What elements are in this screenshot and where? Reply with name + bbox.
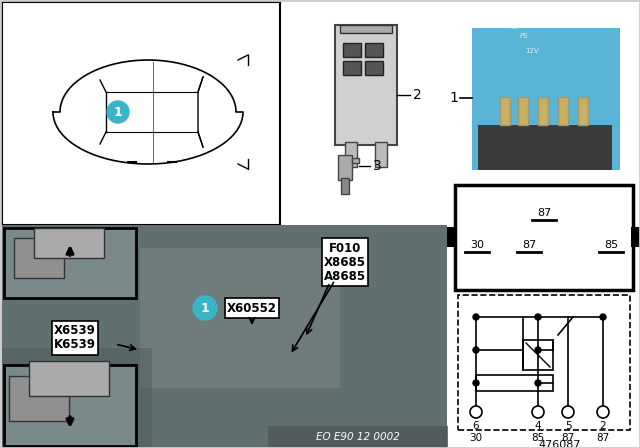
Bar: [2, 2, 280, 225]
Circle shape: [532, 406, 544, 418]
Circle shape: [535, 314, 541, 320]
Circle shape: [535, 347, 541, 353]
Text: EO E90 12 0002: EO E90 12 0002: [316, 432, 400, 442]
Bar: [631, 227, 640, 247]
Bar: [338, 155, 352, 180]
Bar: [2, 225, 447, 448]
Bar: [447, 227, 457, 247]
Text: A8685: A8685: [324, 270, 366, 283]
Circle shape: [562, 406, 574, 418]
Bar: [578, 97, 588, 125]
Bar: [29, 361, 109, 396]
Circle shape: [107, 101, 129, 123]
Bar: [558, 97, 568, 125]
Text: 4: 4: [534, 421, 541, 431]
Text: 87: 87: [561, 433, 575, 443]
Bar: [476, 375, 553, 391]
Bar: [340, 25, 392, 33]
Bar: [472, 28, 620, 170]
Text: 87: 87: [537, 208, 551, 218]
Bar: [478, 125, 612, 170]
Text: 12V: 12V: [525, 48, 539, 54]
Bar: [341, 178, 349, 194]
Text: 2: 2: [413, 88, 422, 102]
Text: 6: 6: [473, 421, 479, 431]
Circle shape: [193, 296, 217, 320]
Text: 85: 85: [604, 240, 618, 250]
Circle shape: [600, 314, 606, 320]
Bar: [335, 25, 397, 145]
Text: X6539: X6539: [54, 324, 96, 337]
Bar: [455, 185, 633, 290]
Circle shape: [473, 347, 479, 353]
Text: PS: PS: [520, 33, 529, 39]
Bar: [140, 248, 340, 388]
Text: F010: F010: [329, 241, 361, 254]
Bar: [352, 158, 359, 163]
Bar: [4, 228, 136, 298]
Text: 1: 1: [114, 105, 122, 119]
Bar: [14, 238, 64, 278]
Bar: [538, 97, 548, 125]
Bar: [4, 365, 136, 446]
Bar: [365, 43, 383, 57]
Bar: [343, 61, 361, 75]
Text: 1: 1: [449, 91, 458, 105]
Bar: [345, 142, 357, 167]
Bar: [375, 142, 387, 167]
Bar: [34, 228, 104, 258]
Bar: [458, 295, 630, 430]
Bar: [523, 340, 553, 370]
Bar: [268, 426, 448, 448]
Circle shape: [597, 406, 609, 418]
Text: ~□~: ~□~: [505, 23, 524, 29]
Circle shape: [473, 380, 479, 386]
Text: 87: 87: [522, 240, 536, 250]
Bar: [365, 61, 383, 75]
Text: X8685: X8685: [324, 255, 366, 268]
Text: K6539: K6539: [54, 339, 96, 352]
Text: 3: 3: [373, 159, 381, 173]
Text: 1: 1: [200, 302, 209, 314]
Bar: [225, 298, 278, 318]
Text: 85: 85: [531, 433, 545, 443]
Circle shape: [473, 314, 479, 320]
Bar: [518, 97, 528, 125]
Bar: [343, 43, 361, 57]
Text: X60552: X60552: [227, 302, 277, 314]
Text: 30: 30: [470, 240, 484, 250]
Bar: [2, 348, 152, 448]
Bar: [500, 97, 510, 125]
Bar: [322, 238, 368, 286]
Text: 87: 87: [596, 433, 610, 443]
Circle shape: [535, 380, 541, 386]
Text: 5: 5: [564, 421, 572, 431]
Text: 476087: 476087: [539, 440, 581, 448]
Circle shape: [470, 406, 482, 418]
Bar: [9, 376, 69, 421]
Bar: [52, 321, 98, 355]
Text: 2: 2: [600, 421, 606, 431]
Text: 30: 30: [469, 433, 483, 443]
